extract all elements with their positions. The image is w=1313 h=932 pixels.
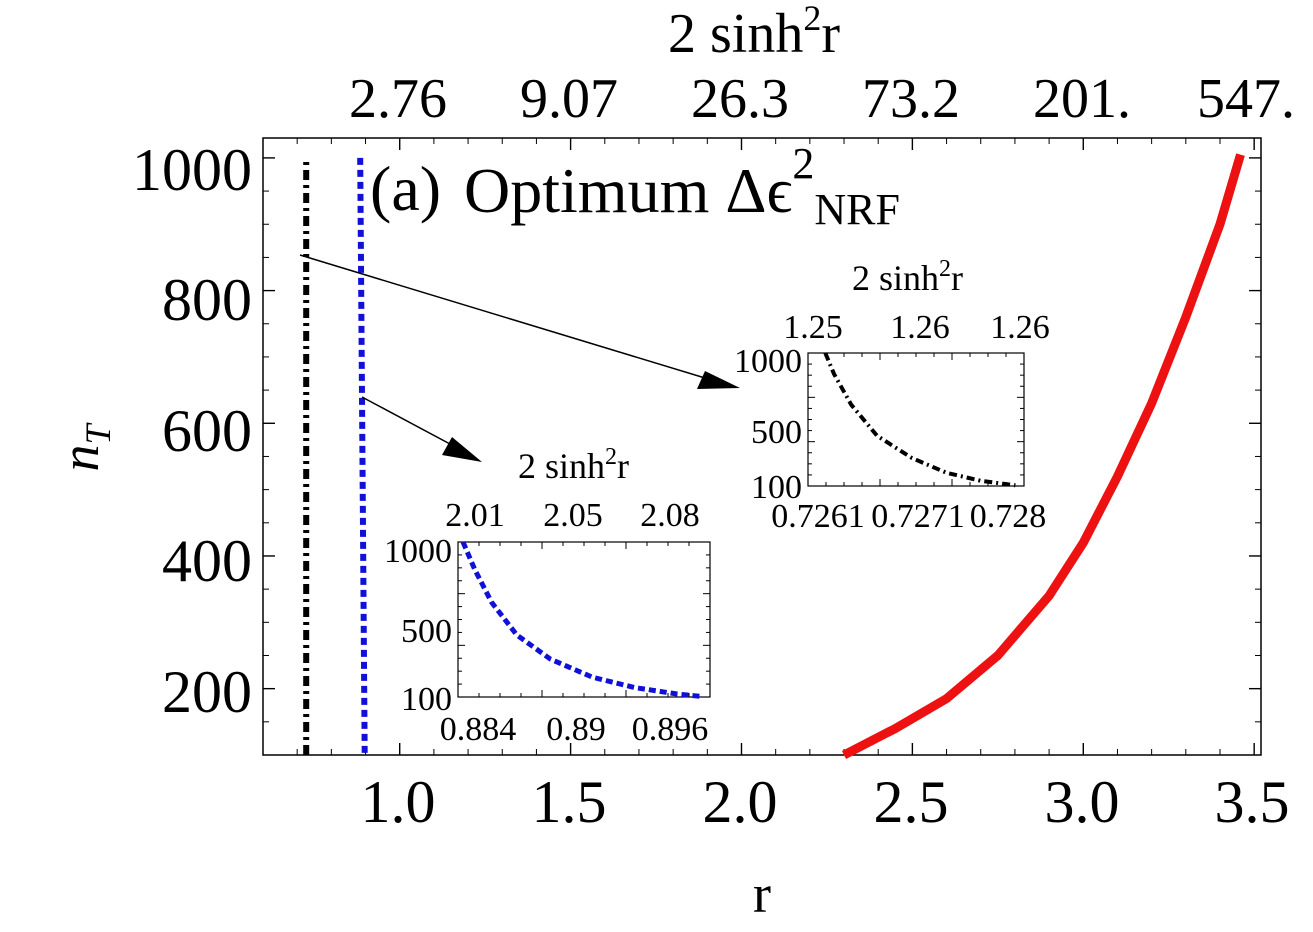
y-tick-label: 600: [162, 398, 252, 464]
inset-x-tick: 0.7271: [871, 498, 965, 535]
plot-title-sub: NRF: [814, 185, 900, 234]
inset-top-tick: 2.01: [445, 497, 505, 534]
y-tick-label: 1000: [132, 137, 252, 203]
inset-frame: [807, 352, 1025, 487]
inset-top-title-main: 2 sinh: [852, 258, 939, 298]
arrow-to-blue-inset: [361, 396, 482, 462]
x-axis-label: r: [753, 864, 771, 924]
arrow-to-black-inset: [299, 254, 740, 389]
main-ticks: [262, 138, 1261, 755]
inset-top-tick: 2.05: [543, 497, 603, 534]
top-axis-title-sup: 2: [803, 0, 821, 38]
y-axis-label: nT: [50, 422, 118, 472]
series-line-red: [841, 153, 1245, 759]
y-tick-label: 400: [162, 528, 252, 594]
top-tick-labels: 2.76 9.07 26.3 73.2 201. 547.: [349, 68, 1295, 130]
top-axis-title-tail: r: [821, 3, 840, 65]
inset-x-tick-labels: 0.7261 0.7271 0.728: [771, 498, 1046, 535]
top-tick-label: 73.2: [862, 68, 960, 130]
top-axis-title-main: 2 sinh: [668, 3, 803, 65]
inset-top-axis-title: 2 sinh2r: [852, 256, 963, 298]
inset-y-tick: 1000: [734, 343, 802, 380]
inset-black: 2 sinh2r 1.25 1.26 1.26 1000 500 100 0.7…: [734, 256, 1050, 535]
main-plot: 1.0 1.5 2.0 2.5 3.0 3.5 200 400 600 800 …: [50, 0, 1295, 924]
plot-title: Optimum Δϵ2NRF: [464, 139, 900, 234]
top-tick-label: 547.: [1197, 68, 1295, 130]
inset-y-tick-labels: 1000 500 100: [384, 533, 452, 718]
inset-top-title-tail: r: [617, 446, 629, 486]
inset-ticks: [458, 542, 710, 697]
panel-label: (a): [370, 153, 441, 224]
inset-top-tick: 1.25: [783, 309, 843, 346]
inset-x-tick: 0.89: [546, 711, 606, 748]
inset-top-tick: 2.08: [640, 497, 700, 534]
top-tick-label: 9.07: [520, 68, 618, 130]
y-axis-label-main: n: [50, 445, 110, 472]
x-tick-label: 3.0: [1045, 769, 1120, 835]
inset-y-tick: 100: [401, 681, 452, 718]
inset-top-title-sup: 2: [605, 444, 617, 470]
inset-top-title-main: 2 sinh: [518, 446, 605, 486]
plot-title-main: Optimum Δϵ: [464, 155, 792, 226]
inset-y-tick: 1000: [384, 533, 452, 570]
y-tick-labels: 200 400 600 800 1000: [132, 137, 252, 725]
inset-x-tick: 0.896: [632, 711, 709, 748]
x-tick-label: 2.5: [874, 769, 949, 835]
y-tick-label: 800: [162, 267, 252, 333]
inset-x-tick: 0.7261: [771, 498, 865, 535]
inset-y-tick: 100: [751, 469, 802, 506]
y-tick-label: 200: [162, 659, 252, 725]
inset-top-tick: 1.26: [990, 309, 1050, 346]
inset-top-title-sup: 2: [939, 256, 951, 282]
x-tick-label: 3.5: [1215, 769, 1290, 835]
inset-top-title-tail: r: [951, 258, 963, 298]
inset-top-tick-labels: 1.25 1.26 1.26: [783, 309, 1050, 346]
x-tick-labels: 1.0 1.5 2.0 2.5 3.0 3.5: [361, 769, 1290, 835]
inset-x-tick-labels: 0.884 0.89 0.896: [440, 711, 709, 748]
top-tick-label: 201.: [1033, 68, 1131, 130]
plot-title-sup: 2: [792, 139, 814, 188]
inset-top-tick: 1.26: [890, 309, 950, 346]
top-axis-title: 2 sinh2r: [668, 0, 840, 65]
y-axis-label-sub: T: [78, 422, 118, 445]
x-tick-label: 2.0: [703, 769, 778, 835]
inset-x-tick: 0.884: [440, 711, 517, 748]
inset-y-tick: 500: [751, 414, 802, 451]
inset-frame: [457, 541, 711, 698]
x-tick-label: 1.5: [532, 769, 607, 835]
series-line-blue: [357, 157, 368, 756]
inset-blue: 2 sinh2r 2.01 2.05 2.08 1000 500 100 0.8…: [384, 444, 711, 748]
inset-y-tick-labels: 1000 500 100: [734, 343, 802, 506]
inset-top-tick-labels: 2.01 2.05 2.08: [445, 497, 700, 534]
x-tick-label: 1.0: [361, 769, 436, 835]
inset-x-tick: 0.728: [970, 498, 1047, 535]
plot-frame: [262, 137, 1262, 756]
inset-series-blue: [460, 541, 702, 699]
inset-y-tick: 500: [401, 613, 452, 650]
top-tick-label: 2.76: [349, 68, 447, 130]
top-tick-label: 26.3: [691, 68, 789, 130]
inset-top-axis-title: 2 sinh2r: [518, 444, 629, 486]
